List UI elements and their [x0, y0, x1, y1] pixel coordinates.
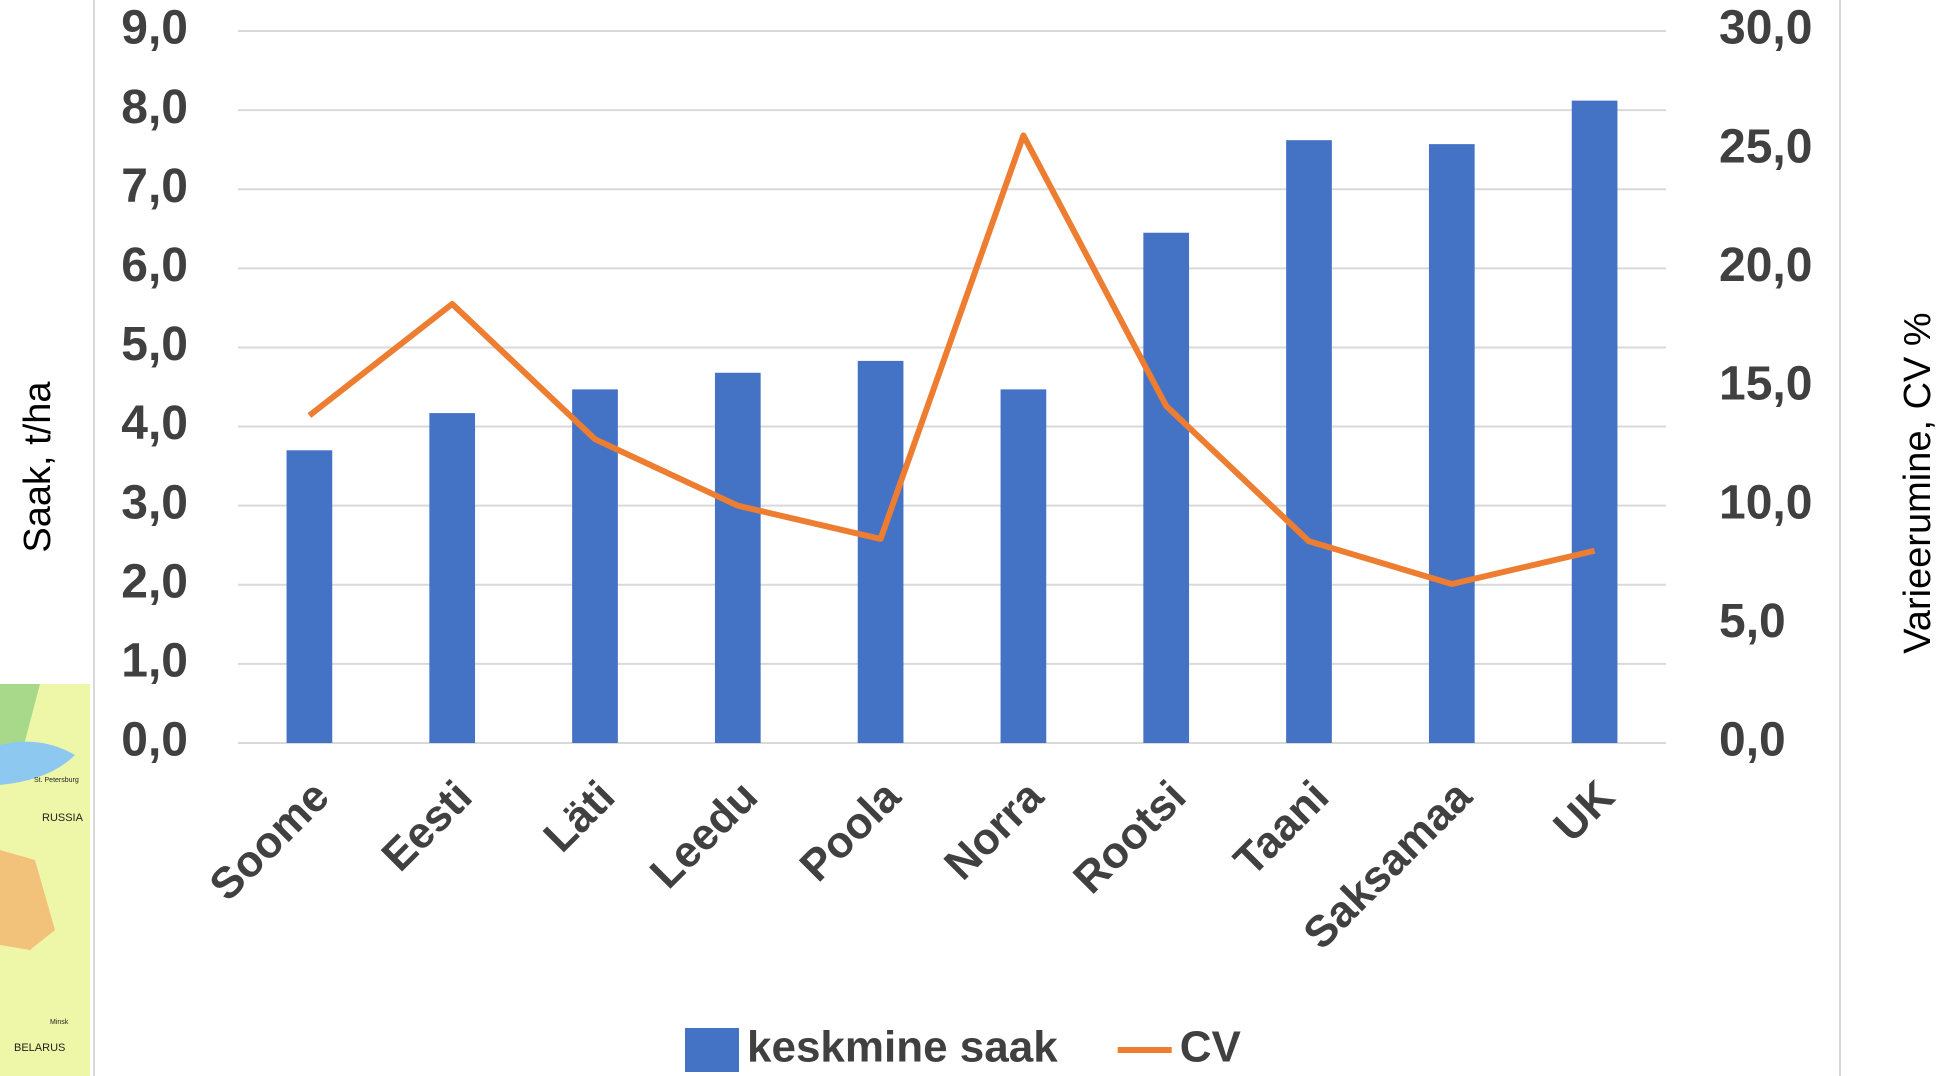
bar [714, 372, 761, 743]
y2-tick-label: 10,0 [1719, 476, 1812, 529]
bar [1571, 100, 1618, 743]
x-tick-label: Poola [791, 771, 911, 891]
map-sea [0, 741, 75, 785]
line [307, 132, 1596, 587]
x-tick-label: Soome [200, 772, 338, 910]
map-label: St. Petersburg [34, 777, 79, 784]
y-tick-label: 7,0 [121, 160, 188, 213]
y-tick-label: 1,0 [121, 635, 188, 688]
x-tick-label: Läti [534, 772, 624, 862]
map-label: BELARUS [14, 1042, 65, 1054]
bar [286, 450, 333, 743]
map-region [0, 850, 55, 950]
y-tick-label: 3,0 [121, 476, 188, 529]
y2-tick-label: 5,0 [1719, 595, 1786, 648]
legend-label: CV [1180, 1023, 1242, 1072]
y2-tick-label: 30,0 [1719, 2, 1812, 55]
bar [1143, 232, 1190, 743]
y2-tick-label: 0,0 [1719, 714, 1786, 767]
y-tick-label: 5,0 [121, 318, 188, 371]
bar [1286, 140, 1332, 743]
bar [429, 413, 476, 743]
map-label: Minsk [50, 1019, 69, 1026]
x-tick-label: Taani [1225, 772, 1339, 886]
legend-swatch [685, 1028, 739, 1072]
y2-tick-label: 15,0 [1719, 358, 1812, 411]
bar [857, 360, 904, 743]
y-tick-label: 4,0 [121, 397, 188, 450]
map-label: RUSSIA [42, 812, 84, 824]
y-tick-label: 0,0 [121, 714, 188, 767]
y2-axis-title: Varieerumine, CV % [1897, 312, 1939, 653]
bar [1428, 144, 1475, 743]
bar [1000, 389, 1047, 743]
x-tick-label: Eesti [372, 772, 481, 881]
y2-tick-label: 20,0 [1719, 239, 1812, 292]
map-fragment: St. Petersburg RUSSIA Minsk BELARUS [0, 684, 90, 1076]
y-tick-label: 2,0 [121, 555, 188, 608]
x-tick-label: Leedu [641, 772, 767, 898]
x-tick-label: Rootsi [1064, 772, 1195, 903]
x-tick-label: Norra [935, 771, 1053, 889]
y-tick-label: 8,0 [121, 81, 188, 134]
y-tick-label: 9,0 [121, 2, 188, 55]
y2-tick-label: 25,0 [1719, 120, 1812, 173]
legend-label: keskmine saak [747, 1023, 1058, 1072]
y-axis-title: Saak, t/ha [17, 381, 59, 553]
x-tick-label: UK [1544, 771, 1624, 851]
y-tick-label: 6,0 [121, 239, 188, 292]
